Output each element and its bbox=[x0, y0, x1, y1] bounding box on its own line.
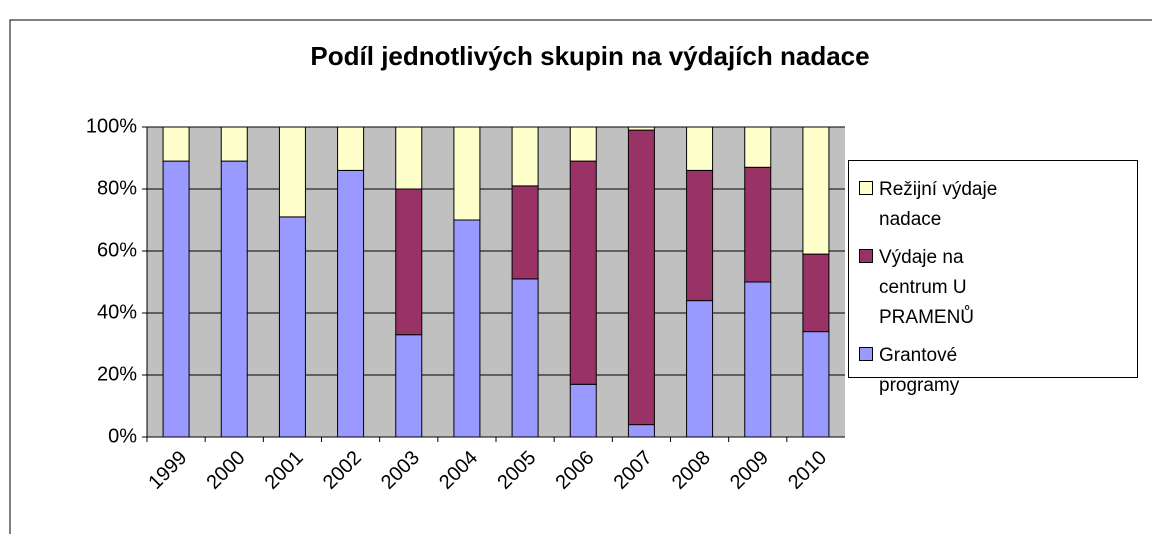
legend-swatch bbox=[859, 181, 873, 195]
bar-segment bbox=[802, 331, 830, 438]
bar-segment bbox=[395, 334, 423, 438]
y-tick-label: 80% bbox=[97, 177, 137, 199]
x-tick-label: 2003 bbox=[377, 447, 424, 494]
bar-segment bbox=[162, 160, 190, 438]
bar-segment bbox=[162, 126, 190, 162]
bar-segment bbox=[453, 219, 481, 438]
y-tick-label: 60% bbox=[97, 239, 137, 261]
frame bbox=[9, 19, 1152, 534]
bar-segment bbox=[686, 300, 714, 438]
bar-segment bbox=[220, 160, 248, 438]
y-tick-label: 20% bbox=[97, 363, 137, 385]
bar-segment bbox=[744, 281, 772, 438]
chart-title: Podíl jednotlivých skupin na výdajích na… bbox=[310, 41, 869, 71]
bar-segment bbox=[569, 126, 597, 162]
legend-label: Režijní výdaje nadace bbox=[879, 179, 998, 230]
plot-area bbox=[147, 127, 845, 437]
legend-swatch bbox=[859, 347, 873, 361]
legend: Režijní výdaje nadace Výdaje na centrum U… bbox=[848, 160, 1138, 396]
bar-segment bbox=[627, 424, 655, 438]
bar-segment bbox=[278, 216, 306, 438]
bar-segment bbox=[627, 126, 655, 131]
x-tick-label: 2002 bbox=[319, 447, 366, 494]
x-tick-label: 2009 bbox=[726, 447, 773, 494]
x-tick-label: 2001 bbox=[261, 447, 308, 494]
x-tick-label: 2000 bbox=[202, 447, 249, 494]
legend-item: Grantové programy bbox=[859, 341, 1137, 401]
legend-label: Grantové programy bbox=[879, 345, 960, 396]
bar-segment bbox=[278, 126, 306, 218]
x-tick-label: 2004 bbox=[435, 447, 482, 494]
x-tick-label: 2005 bbox=[493, 447, 540, 494]
bar-segment bbox=[511, 126, 539, 187]
bar-segment bbox=[395, 188, 423, 336]
bar-segment bbox=[337, 126, 365, 171]
bar-segment bbox=[511, 185, 539, 280]
bar-segment bbox=[337, 169, 365, 438]
x-tick-label: 2010 bbox=[784, 447, 831, 494]
bar-segment bbox=[569, 383, 597, 438]
x-tick-label: 1999 bbox=[144, 447, 191, 494]
bar-segment bbox=[686, 126, 714, 171]
x-tick-label: 2007 bbox=[610, 447, 657, 494]
bar-segment bbox=[802, 253, 830, 333]
bar-segment bbox=[395, 126, 423, 190]
y-tick-label: 100% bbox=[86, 115, 137, 137]
y-tick-label: 40% bbox=[97, 301, 137, 323]
legend-swatch bbox=[859, 249, 873, 263]
bar-segment bbox=[220, 126, 248, 162]
bar-segment bbox=[744, 126, 772, 168]
bar-segment bbox=[686, 169, 714, 302]
bar-segment bbox=[569, 160, 597, 385]
x-tick-label: 2006 bbox=[551, 447, 598, 494]
legend-label: Výdaje na centrum U PRAMENŮ bbox=[879, 247, 975, 328]
legend-item: Režijní výdaje nadace bbox=[859, 175, 1137, 235]
y-tick-label: 0% bbox=[108, 425, 137, 447]
bar-segment bbox=[511, 278, 539, 438]
bar-segment bbox=[453, 126, 481, 221]
x-tick-label: 2008 bbox=[668, 447, 715, 494]
legend-item: Výdaje na centrum U PRAMENŮ bbox=[859, 243, 1137, 333]
bar-segment bbox=[802, 126, 830, 255]
bar-segment bbox=[627, 129, 655, 426]
bar-segment bbox=[744, 166, 772, 283]
